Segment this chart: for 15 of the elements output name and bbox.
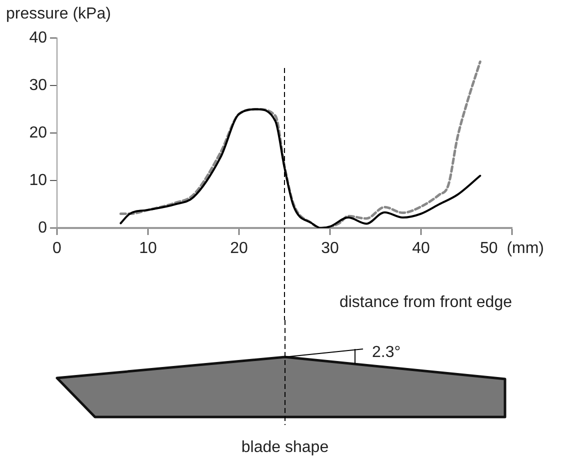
x-tick-label: 20	[230, 240, 248, 258]
y-tick-label: 0	[38, 219, 48, 236]
text: blade shape	[241, 439, 329, 456]
x-tick-label: 50 (mm)	[480, 240, 544, 258]
x-tick-label: 30	[321, 240, 339, 258]
x-tick-label: 10	[139, 240, 157, 258]
y-tick-label: 30	[29, 76, 48, 94]
x-tick-label: 0	[52, 240, 62, 258]
text: 2.3°	[372, 344, 401, 361]
y-tick-label: 10	[29, 172, 48, 189]
y-tick-label: 20	[29, 124, 48, 142]
y-axis-title: pressure (kPa)	[6, 5, 111, 22]
y-tick-label: 40	[29, 29, 48, 46]
x-tick-label: 40	[412, 240, 430, 258]
x-axis-title: distance from front edge	[339, 294, 512, 311]
